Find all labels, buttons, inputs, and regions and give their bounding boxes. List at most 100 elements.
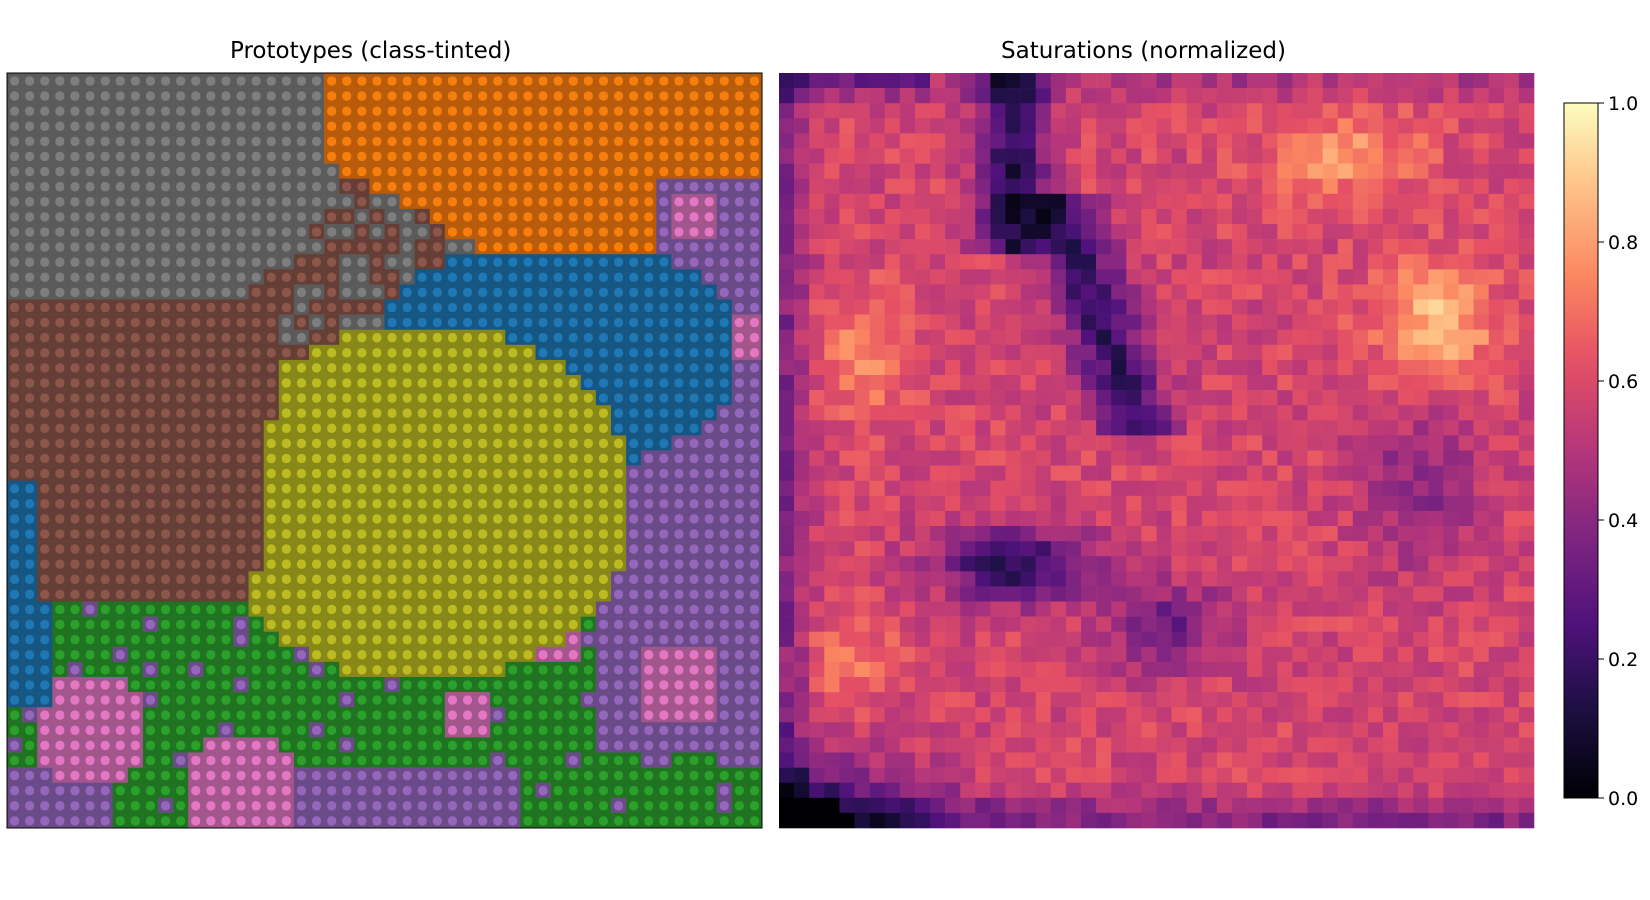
prototype-glyph [553,438,563,449]
prototype-glyph [85,257,95,267]
prototype-glyph [553,544,563,554]
prototype-glyph [598,302,608,313]
prototype-glyph [145,393,155,403]
prototype-glyph [25,393,35,403]
prototype-glyph [296,710,306,720]
prototype-glyph [463,695,473,705]
prototype-glyph [100,574,110,584]
prototype-glyph [568,695,578,705]
prototype-glyph [161,76,171,86]
prototype-glyph [674,333,684,343]
prototype-glyph [523,423,533,433]
prototype-glyph [598,786,608,796]
prototype-glyph [493,514,503,524]
prototype-glyph [508,212,518,222]
prototype-glyph [583,272,593,282]
prototype-glyph [296,121,306,131]
prototype-glyph [538,438,548,449]
prototype-glyph [130,484,140,494]
prototype-glyph [598,453,608,464]
prototype-glyph [538,453,548,464]
prototype-glyph [387,423,397,433]
prototype-glyph [463,76,473,86]
prototype-glyph [55,438,65,449]
prototype-glyph [296,665,306,675]
prototype-glyph [508,499,518,509]
prototype-glyph [55,740,65,751]
prototype-glyph [553,136,563,147]
prototype-glyph [100,423,110,433]
prototype-glyph [176,242,186,252]
prototype-glyph [357,227,367,237]
prototype-glyph [85,438,95,449]
prototype-glyph [674,227,684,237]
prototype-glyph [130,166,140,177]
prototype-glyph [538,136,548,147]
prototype-glyph [659,121,669,131]
prototype-glyph [296,770,306,781]
prototype-glyph [568,212,578,222]
prototype-glyph [598,227,608,237]
prototype-glyph [372,589,382,600]
prototype-glyph [523,650,533,660]
prototype-glyph [176,740,186,751]
prototype-glyph [145,499,155,509]
prototype-glyph [176,801,186,811]
prototype-glyph [432,544,442,554]
prototype-glyph [191,393,201,403]
prototype-glyph [130,333,140,343]
prototype-glyph [704,287,714,298]
prototype-glyph [10,302,20,313]
prototype-glyph [629,227,639,237]
prototype-glyph [357,91,367,101]
prototype-glyph [749,604,759,615]
prototype-glyph [538,151,548,162]
prototype-glyph [266,499,276,509]
prototype-glyph [508,710,518,720]
prototype-glyph [614,710,624,720]
prototype-glyph [493,529,503,539]
prototype-glyph [538,363,548,373]
prototype-glyph [281,559,291,569]
prototype-glyph [447,695,457,705]
prototype-glyph [493,438,503,449]
prototype-glyph [55,197,65,207]
prototype-glyph [327,484,337,494]
prototype-glyph [55,725,65,735]
prototype-glyph [221,619,231,630]
prototype-glyph [266,182,276,192]
prototype-glyph [55,635,65,645]
prototype-glyph [478,317,488,328]
prototype-glyph [357,106,367,116]
prototype-glyph [266,544,276,554]
prototype-glyph [689,801,699,811]
prototype-glyph [176,770,186,781]
prototype-glyph [417,212,427,222]
prototype-glyph [312,665,322,675]
prototype-glyph [689,166,699,177]
prototype-glyph [629,197,639,207]
prototype-glyph [85,166,95,177]
prototype-glyph [583,544,593,554]
prototype-glyph [432,695,442,705]
prototype-glyph [674,514,684,524]
prototype-glyph [614,227,624,237]
prototype-glyph [372,755,382,766]
prototype-glyph [176,393,186,403]
prototype-glyph [493,272,503,282]
prototype-glyph [734,484,744,494]
prototype-glyph [523,680,533,690]
prototype-glyph [372,559,382,569]
prototype-glyph [614,559,624,569]
prototype-glyph [266,710,276,720]
prototype-glyph [236,317,246,328]
prototype-glyph [357,635,367,645]
prototype-glyph [40,559,50,569]
prototype-glyph [508,363,518,373]
prototype-glyph [25,227,35,237]
prototype-glyph [236,544,246,554]
prototype-glyph [493,151,503,162]
prototype-glyph [327,453,337,464]
prototype-glyph [191,136,201,147]
prototype-glyph [312,604,322,615]
